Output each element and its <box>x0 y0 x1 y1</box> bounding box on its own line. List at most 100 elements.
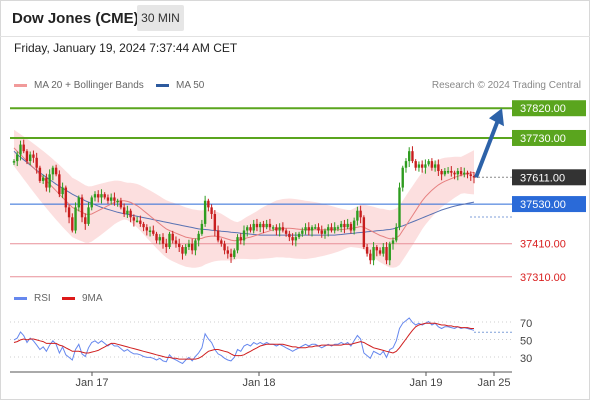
candle-body <box>87 207 90 224</box>
candle-body <box>427 161 430 165</box>
candle-body <box>414 161 417 168</box>
candle-body <box>129 210 132 218</box>
candle-body <box>64 187 68 208</box>
candle-body <box>119 200 123 208</box>
resistance-label-1: 37730.00 <box>520 133 566 145</box>
candle-body <box>268 223 272 228</box>
candle-body <box>265 223 268 228</box>
candle-body <box>349 223 353 231</box>
header-bar: Dow Jones (CME) 30 MIN <box>0 0 590 37</box>
candle-body <box>430 161 434 168</box>
candles <box>12 139 476 266</box>
candle-body <box>45 177 48 188</box>
candle-body <box>71 217 74 231</box>
candle-body <box>148 230 152 233</box>
candle-body <box>284 230 288 234</box>
rsi-axis-label-70: 70 <box>520 318 532 330</box>
legend-rsi-ma: 9MA <box>62 293 103 304</box>
candle-body <box>187 243 191 248</box>
candle-body <box>372 247 375 261</box>
ma50-label: MA 50 <box>176 80 205 91</box>
candle-body <box>378 250 382 254</box>
candle-body <box>359 210 362 218</box>
candle-body <box>420 164 424 168</box>
x-tick-label-2: Jan 19 <box>409 377 442 389</box>
candle-body <box>281 227 285 231</box>
candle-body <box>113 197 116 201</box>
rsi-ma-swatch-icon <box>62 297 75 300</box>
candle-body <box>408 151 411 162</box>
candle-body <box>246 227 249 231</box>
x-tick-label-3: Jan 25 <box>477 377 510 389</box>
candle-body <box>32 154 35 158</box>
candle-body <box>456 171 460 175</box>
resistance-label-0: 37820.00 <box>520 103 566 115</box>
candle-body <box>48 174 51 188</box>
candle-body <box>100 194 103 198</box>
candle-body <box>51 167 55 175</box>
candle-body <box>41 177 45 181</box>
candle-body <box>395 227 398 241</box>
rsi-line <box>13 317 475 365</box>
candle-body <box>401 167 404 188</box>
ma20-swatch-icon <box>14 84 27 87</box>
candle-body <box>404 161 408 168</box>
timestamp: Friday, January 19, 2024 7:37:44 AM CET <box>14 41 238 55</box>
candle-body <box>297 233 301 238</box>
candle-body <box>84 217 87 224</box>
candle-body <box>233 250 236 257</box>
rsi-axis-label-50: 50 <box>520 336 532 348</box>
candle-body <box>388 243 391 261</box>
candle-body <box>440 171 443 175</box>
candle-body <box>216 230 220 241</box>
candle-body <box>352 220 356 231</box>
pivot-label-3: 37530.00 <box>520 199 566 211</box>
bollinger-band <box>14 129 474 268</box>
candle-body <box>369 253 372 261</box>
candle-body <box>132 217 136 221</box>
candle-body <box>25 151 29 162</box>
candle-body <box>459 171 463 175</box>
candle-body <box>411 151 414 162</box>
candle-body <box>220 240 223 244</box>
rsi-axis-label-30: 30 <box>520 353 532 365</box>
candle-body <box>74 207 77 231</box>
candle-body <box>135 220 139 223</box>
candle-body <box>346 223 349 228</box>
legend-rsi: RSI <box>14 293 51 304</box>
x-tick-label-1: Jan 18 <box>242 377 275 389</box>
candle-body <box>16 154 19 162</box>
candle-body <box>327 227 330 231</box>
candle-body <box>382 247 385 254</box>
candle-body <box>433 164 437 168</box>
candle-body <box>314 227 317 229</box>
candle-body <box>375 247 379 251</box>
candle-body <box>362 217 366 248</box>
candle-body <box>443 171 447 175</box>
timeframe-button[interactable]: 30 MIN <box>137 5 184 31</box>
candle-body <box>453 172 456 175</box>
candle-body <box>93 194 97 198</box>
candle-body <box>126 210 129 214</box>
candle-body <box>291 237 294 241</box>
ma50-swatch-icon <box>156 84 169 87</box>
candle-body <box>90 197 93 208</box>
candle-body <box>203 200 207 224</box>
candle-body <box>194 240 197 251</box>
chart-title: Dow Jones (CME) <box>12 10 139 27</box>
support-label-4: 37410.00 <box>520 239 566 251</box>
candle-body <box>152 230 155 234</box>
candle-body <box>417 164 421 168</box>
candle-body <box>35 157 38 168</box>
candle-body <box>58 174 61 195</box>
rsi-ma-label: 9MA <box>82 293 103 304</box>
candle-body <box>145 227 149 231</box>
candle-body <box>437 164 440 172</box>
current-tag-2 <box>512 169 586 186</box>
candle-body <box>61 187 64 195</box>
candle-body <box>174 240 178 244</box>
candle-body <box>278 227 281 231</box>
candle-body <box>197 233 200 241</box>
candle-body <box>190 243 194 251</box>
